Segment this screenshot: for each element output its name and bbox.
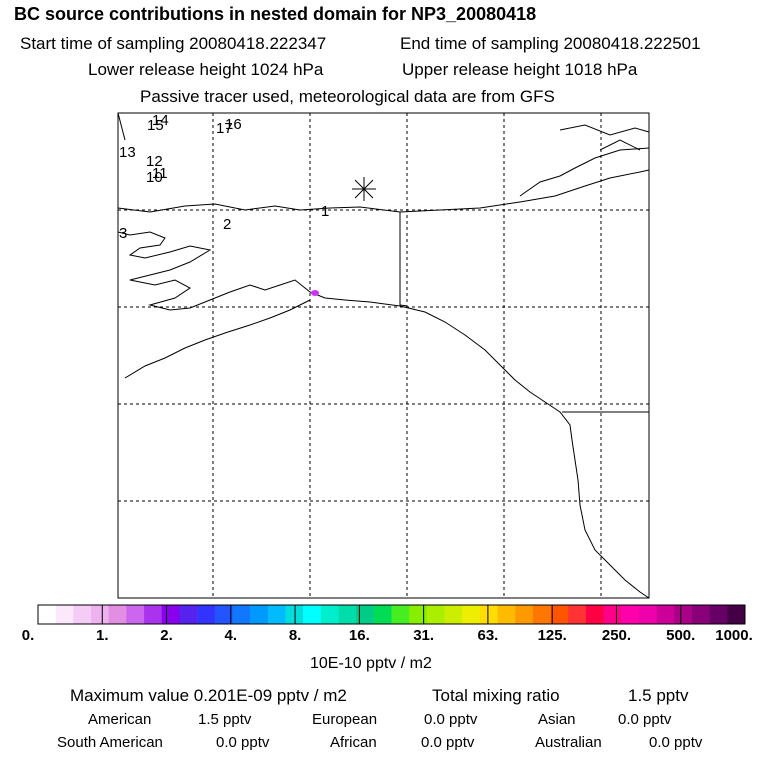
trajectory-label: 10 [146,169,163,186]
region-value: 0.0 pptv [424,711,478,728]
color-scale-swatch [638,605,657,624]
region-name: American [88,711,152,728]
color-scale-swatch [532,605,551,624]
trajectory-label: 1 [321,203,329,220]
color-scale-swatch [373,605,392,624]
color-scale-swatch [356,605,375,624]
color-scale-swatch [691,605,710,624]
trajectory-label: 17 [216,120,233,137]
region-value: 0.0 pptv [216,734,270,751]
color-scale-swatch [303,605,322,624]
sampling-times: Start time of sampling 20080418.222347 E… [20,34,701,54]
color-scale-tick-label: 125. [537,627,567,644]
color-scale-swatch [515,605,534,624]
trajectory-label: 11 [152,165,168,182]
trajectory-labels: 1 2 3 10 11 12 13 14 15 16 17 [119,112,329,242]
color-scale-swatch [462,605,481,624]
max-value-line: Maximum value 0.201E-09 pptv / m2 [70,686,347,706]
color-scale-swatch [409,605,428,624]
color-scale-swatch [126,605,145,624]
color-scale-swatch [656,605,675,624]
region-name: European [312,711,378,728]
color-scale-swatch [444,605,463,624]
color-scale-swatch [479,605,498,624]
color-scale-tick-label: 16. [348,627,370,644]
map-title: BC source contributions in nested domain… [14,4,537,24]
color-scale-swatch [144,605,163,624]
lower-release-height: Lower release height 1024 hPa [88,60,324,79]
color-scale-swatch [179,605,198,624]
color-scale-swatch [338,605,357,624]
color-scale-swatch [161,605,180,624]
color-scale-swatch [197,605,216,624]
region-name: African [330,734,377,751]
region-value: 0.0 pptv [618,711,672,728]
color-scale-tick-label: 63. [477,627,499,644]
graticule [118,113,649,598]
color-scale-tick-label: 31. [413,627,435,644]
release-heights: Lower release height 1024 hPa Upper rele… [88,60,637,80]
color-scale-swatch [603,605,622,624]
color-scale-swatch [497,605,516,624]
upper-release-height: Upper release height 1018 hPa [402,60,638,79]
color-scale-swatch [320,605,339,624]
color-scale-outline [37,604,746,625]
color-scale-swatch [232,605,251,624]
color-scale-tick-label: 250. [601,627,632,644]
end-time: End time of sampling 20080418.222501 [400,34,701,53]
coastlines [117,112,650,599]
color-scale-swatch [426,605,445,624]
region-name: Australian [535,734,602,751]
region-value: 0.0 pptv [421,734,475,751]
trajectory-label: 2 [223,216,231,233]
max-value: Maximum value 0.201E-09 pptv / m2 [70,686,347,705]
color-scale-tick-label: 500. [666,627,696,644]
color-scale-swatch [91,605,110,624]
color-scale-swatch [214,605,233,624]
color-scale-swatch [55,605,74,624]
tracer-note: Passive tracer used, meteorological data… [140,87,555,106]
color-scale-swatch [621,605,640,624]
color-scale-swatch [267,605,286,624]
receptor-marker-icon [352,177,376,201]
color-scale-swatch [73,605,92,624]
contribution-hotspot [311,290,319,296]
color-scale-swatch [108,605,127,624]
color-scale-swatch [585,605,604,624]
trajectory-label: 15 [147,117,164,134]
trajectory-label: 14 [152,112,169,129]
color-scale-unit: 10E-10 pptv / m2 [310,655,432,672]
color-scale-swatch [674,605,693,624]
trajectory-label: 3 [119,225,127,242]
color-scale-tick-label: 0. [21,627,35,644]
map-frame [117,112,650,599]
color-scale-tick-label: 4. [224,627,238,644]
start-time: Start time of sampling 20080418.222347 [20,34,327,53]
color-scale-tick-label: 1. [96,627,109,644]
region-name: South American [57,734,163,751]
color-scale-swatch [250,605,269,624]
color-scale-swatch [727,605,746,624]
color-scale-bar [37,604,746,625]
trajectory-label: 12 [146,153,163,170]
color-scale-tick-label: 8. [288,627,302,644]
region-value: 0.0 pptv [649,734,703,751]
region-value: 1.5 pptv [198,711,252,728]
color-scale-swatch [709,605,728,624]
color-scale-swatch [38,605,56,624]
region-name: Asian [538,711,576,728]
color-scale-swatch [568,605,587,624]
color-scale-swatch [285,605,304,624]
total-mixing-label: Total mixing ratio [432,686,560,705]
color-scale-swatch [391,605,410,624]
trajectory-label: 16 [225,116,242,133]
color-scale-tick-label: 1000. [715,627,753,644]
color-scale-tick-labels: 0. 1. 2. 4. 8. 16. 31. 63. 125. 250. 500. 1000. [0,627,768,649]
color-scale-swatch [550,605,569,624]
total-mixing-value: 1.5 pptv [628,686,689,705]
color-scale-tick-label: 2. [160,627,173,644]
trajectory-label: 13 [119,144,136,161]
